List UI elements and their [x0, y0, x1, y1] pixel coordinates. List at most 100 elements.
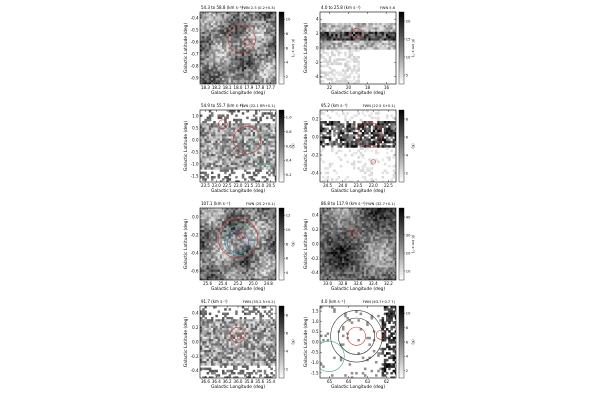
y-tick-label: -0.4 [191, 15, 199, 20]
y-tick-label: -0.5 [191, 27, 199, 32]
colorbar [278, 207, 285, 281]
region-circle [224, 224, 256, 256]
x-tick-label: 23.5 [354, 183, 363, 188]
region-circle [243, 38, 251, 46]
x-tick-label: 36.2 [223, 379, 232, 384]
region-circle [347, 326, 366, 346]
y-tick-label: 0.0 [192, 214, 199, 219]
x-tick-label: 20.5 [266, 183, 275, 188]
x-axis-label: Galactic Longitude (deg) [211, 188, 265, 194]
panel-header-left: 86.8 to 117.9 (km s⁻¹) [321, 201, 366, 206]
y-tick-label: -0.2 [191, 232, 199, 237]
colorbar-tick-label: 0.2 [286, 173, 292, 177]
colorbar-tick-label: 6 [286, 257, 289, 261]
y-axis-label: Galactic Latitude (deg) [183, 121, 189, 172]
colorbar-tick-label: 5 [406, 73, 408, 77]
y-tick-label: -2 [315, 60, 319, 65]
colorbar-tick-label: 30 [406, 233, 411, 237]
region-circle [350, 27, 363, 40]
x-tick-label: 21.5 [244, 183, 253, 188]
x-tick-label: 24.5 [323, 183, 332, 188]
colorbar-tick-label: 40 [406, 215, 411, 219]
x-tick-label: 32.2 [384, 281, 393, 286]
x-tick-label: 25.4 [218, 281, 227, 286]
colorbar-label: (K) [291, 143, 295, 149]
x-tick-label: 18 [365, 85, 371, 90]
y-tick-label: -0.5 [191, 149, 199, 154]
panel-header-right: FWN (22.5 S+0.1) [363, 104, 396, 108]
region-circle [249, 132, 276, 167]
x-axis-label: Galactic Longitude (deg) [211, 384, 265, 390]
colorbar-tick-label: 2 [406, 171, 408, 175]
panel-p2: 4.0 to 25.8 (km s⁻¹) FWN 5.622 20 18 16420-2… [303, 5, 415, 96]
colorbar-tick-label: 8 [286, 313, 289, 317]
region-circle [337, 317, 376, 355]
y-tick-label: -1.0 [311, 360, 319, 365]
y-tick-label: -0.6 [191, 268, 199, 273]
colorbar-tick-label: 10 [406, 312, 411, 316]
x-axis-label: Galactic Longitude (deg) [331, 90, 385, 96]
colorbar-tick-label: 4 [406, 153, 409, 157]
y-tick-label: -0.4 [311, 270, 319, 275]
panel-image [320, 12, 396, 84]
colorbar-tick-label: 2 [406, 369, 408, 373]
panel-p8: 4.0 (km s⁻¹) FWN (63.7+0.7 7)65 64 63 621.51… [303, 299, 415, 390]
x-axis-label: Galactic Longitude (deg) [331, 188, 385, 194]
y-tick-label: -1.5 [191, 173, 199, 178]
x-tick-label: 18.3 [201, 85, 210, 90]
colorbar-tick-label: 6 [406, 340, 409, 344]
panel-p7: 91.7 (km s⁻¹) FWN (35.2 5+0.2)36.6 36.4 36.… [183, 299, 295, 390]
colorbar-tick-label: 20 [406, 251, 411, 255]
colorbar [278, 11, 285, 85]
region-circle [370, 159, 376, 165]
y-axis-label: Galactic Latitude (deg) [303, 23, 309, 74]
y-tick-label: 2 [316, 31, 319, 36]
y-tick-label: 0.2 [312, 116, 319, 121]
x-tick-label: 17.9 [244, 85, 253, 90]
x-tick-label: 23.0 [369, 183, 378, 188]
y-tick-label: -0.9 [191, 75, 199, 80]
y-tick-label: 0.0 [192, 339, 199, 344]
panel-image [200, 208, 276, 280]
x-tick-label: 35.4 [266, 379, 275, 384]
x-tick-label: 25.0 [249, 281, 258, 286]
x-tick-label: 35.6 [255, 379, 264, 384]
region-circle [227, 25, 256, 54]
colorbar-tick-label: 0.4 [286, 159, 292, 163]
x-tick-label: 24.0 [338, 183, 347, 188]
colorbar [398, 305, 405, 379]
colorbar-label: (K) [411, 339, 415, 345]
x-tick-label: 33.0 [323, 281, 332, 286]
panel-p3: 54.9 to 55.7 (km s⁻¹)FWN (22.1 RR+0.1) 23… [183, 103, 295, 194]
region-circle [375, 329, 386, 340]
colorbar-tick-label: 10 [286, 18, 291, 22]
x-tick-label: 25.6 [203, 281, 212, 286]
y-tick-label: -0.8 [191, 63, 199, 68]
y-axis-label: Galactic Latitude (deg) [303, 121, 309, 172]
colorbar-tick-label: 8 [406, 117, 409, 121]
panel-header-left: 54.9 to 55.7 (km s⁻¹) [201, 103, 243, 108]
y-axis-label: Galactic Latitude (deg) [303, 219, 309, 270]
colorbar-tick-label: 1.0 [286, 116, 292, 120]
y-tick-label: -0.7 [191, 51, 199, 56]
y-tick-label: -1.0 [191, 161, 199, 166]
y-tick-label: -0.4 [311, 170, 319, 175]
x-tick-label: 18.1 [223, 85, 232, 90]
x-tick-label: 22.0 [234, 183, 243, 188]
y-tick-label: 0.2 [192, 325, 199, 330]
x-tick-label: 32.6 [354, 281, 363, 286]
region-circle [238, 232, 246, 239]
colorbar-tick-label: 4 [286, 349, 289, 353]
y-tick-label: 0 [316, 45, 319, 50]
x-tick-label: 32.8 [338, 281, 347, 286]
y-tick-label: -4 [315, 74, 319, 79]
colorbar-tick-label: 15 [406, 37, 411, 41]
x-tick-label: 18.0 [234, 85, 243, 90]
x-tick-label: 18.2 [212, 85, 221, 90]
y-axis-label: Galactic Latitude (deg) [303, 317, 309, 368]
colorbar-tick-label: 8 [286, 32, 289, 36]
x-tick-label: 17.8 [255, 85, 264, 90]
panel-image [320, 306, 396, 378]
colorbar-tick-label: 4 [286, 61, 289, 65]
panel-header-right: FWN (32.7+0.1) [366, 202, 396, 206]
